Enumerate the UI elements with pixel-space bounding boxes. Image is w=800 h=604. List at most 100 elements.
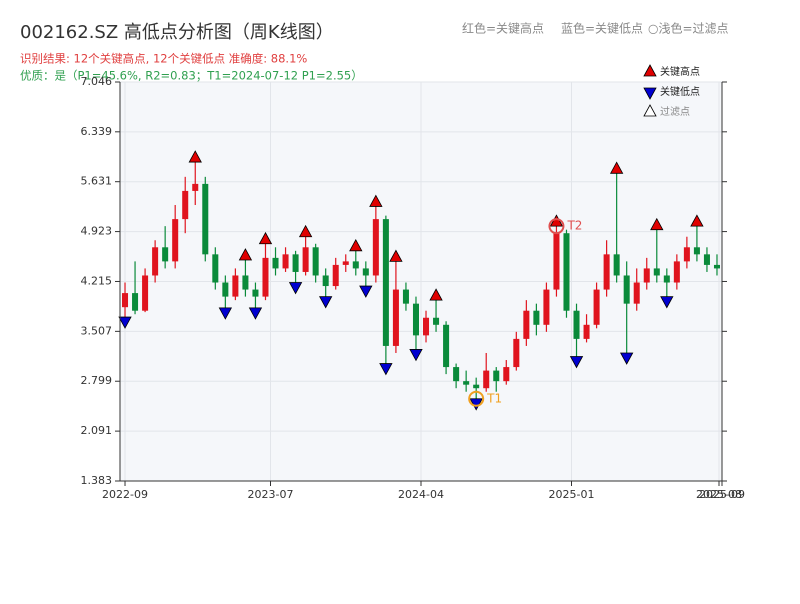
candle-body	[152, 247, 159, 276]
y-tick-label: 4.215	[81, 274, 113, 287]
key-point	[258, 231, 273, 245]
key-point	[609, 161, 624, 174]
candle-body	[443, 324, 450, 368]
key-point	[349, 238, 363, 252]
annotation-label: T2	[566, 219, 582, 233]
legend-marker	[643, 104, 657, 117]
header-legend: 蓝色=关键低点	[561, 22, 643, 36]
candle-body	[292, 254, 299, 272]
legend-label: 过滤点	[660, 105, 690, 118]
candle-body	[653, 268, 660, 276]
candle-body	[342, 261, 349, 265]
candle-body	[212, 254, 219, 283]
y-tick-label: 7.046	[81, 75, 113, 88]
candle-body	[663, 275, 670, 283]
candle-body	[493, 370, 500, 382]
y-tick-label: 1.383	[81, 474, 113, 487]
candle-body	[553, 233, 560, 290]
candle-body	[543, 289, 550, 325]
candle-body	[673, 261, 680, 283]
candle-body	[623, 275, 630, 304]
x-tick-label: 2025-08	[696, 488, 742, 501]
y-tick-label: 5.631	[81, 175, 113, 188]
candle-body	[392, 289, 399, 346]
key-point	[118, 316, 132, 329]
key-point	[620, 352, 634, 365]
candle-body	[122, 293, 129, 308]
candle-body	[192, 183, 199, 191]
candle-body	[262, 257, 269, 297]
legend-label: 关键高点	[660, 65, 700, 78]
candle-body	[372, 219, 379, 276]
candle-body	[172, 219, 179, 262]
key-point	[218, 307, 233, 320]
y-tick-label: 3.507	[81, 324, 113, 337]
key-point	[248, 307, 263, 320]
candle-body	[433, 317, 440, 325]
y-tick-label: 4.923	[81, 225, 113, 238]
candle-body	[332, 264, 339, 287]
candle-body	[402, 289, 409, 304]
candle-body	[473, 384, 480, 389]
annotation-ring	[468, 390, 485, 407]
candle-body	[693, 247, 700, 255]
legend-marker	[643, 87, 657, 100]
candle-body	[703, 254, 710, 265]
candle-body	[362, 268, 369, 276]
key-point	[319, 296, 333, 309]
candle-body	[583, 324, 590, 339]
candle-body	[302, 247, 309, 272]
x-tick-label: 2023-07	[248, 488, 294, 501]
candle-body	[352, 261, 359, 269]
candle-body	[312, 247, 319, 276]
candle-body	[272, 257, 279, 269]
candle-body	[593, 289, 600, 325]
header-legend: ○浅色=过滤点	[648, 22, 729, 36]
key-point	[389, 249, 403, 262]
key-point	[298, 224, 313, 238]
key-point	[359, 285, 373, 298]
candle-body	[252, 289, 259, 297]
key-point	[409, 349, 423, 362]
key-point	[569, 356, 584, 369]
candle-body	[222, 282, 229, 297]
candle-body	[533, 310, 540, 325]
legend-marker	[643, 64, 657, 77]
candle-body	[563, 233, 570, 311]
key-point	[429, 288, 443, 301]
key-point	[379, 363, 393, 376]
candle-body	[713, 264, 720, 269]
subtitle: 识别结果: 12个关键高点, 12个关键低点 准确度: 88.1%	[20, 52, 307, 66]
y-tick-label: 2.091	[81, 424, 113, 437]
y-tick-label: 6.339	[81, 125, 113, 138]
candle-body	[232, 275, 239, 297]
candle-body	[633, 282, 640, 304]
x-tick-label: 2024-04	[398, 488, 444, 501]
candle-body	[142, 275, 149, 311]
candle-body	[412, 303, 419, 336]
key-point	[650, 217, 664, 231]
subtitle: 优质：是（P1=45.6%, R2=0.83；T1=2024-07-12 P1=…	[20, 69, 363, 83]
candle-body	[132, 293, 139, 311]
annotation-label: T1	[486, 391, 502, 405]
key-point	[238, 248, 253, 261]
chart-title: 002162.SZ 高低点分析图（周K线图）	[20, 22, 334, 43]
candle-body	[603, 254, 610, 290]
key-point	[660, 296, 674, 309]
candle-body	[613, 254, 620, 276]
key-point	[188, 150, 202, 163]
x-tick-label: 2025-09	[699, 488, 745, 501]
candle-body	[523, 310, 530, 339]
header-legend: 红色=关键高点	[462, 21, 544, 36]
candle-body	[322, 275, 329, 287]
candle-body	[643, 268, 650, 283]
annotation-ring	[548, 218, 565, 235]
candle-body	[513, 338, 520, 368]
candle-body	[573, 310, 580, 339]
x-tick-label: 2025-01	[549, 488, 595, 501]
candle-body	[483, 370, 490, 389]
legend-label: 关键低点	[660, 85, 700, 98]
candle-body	[282, 254, 289, 269]
candle-body	[162, 247, 169, 262]
